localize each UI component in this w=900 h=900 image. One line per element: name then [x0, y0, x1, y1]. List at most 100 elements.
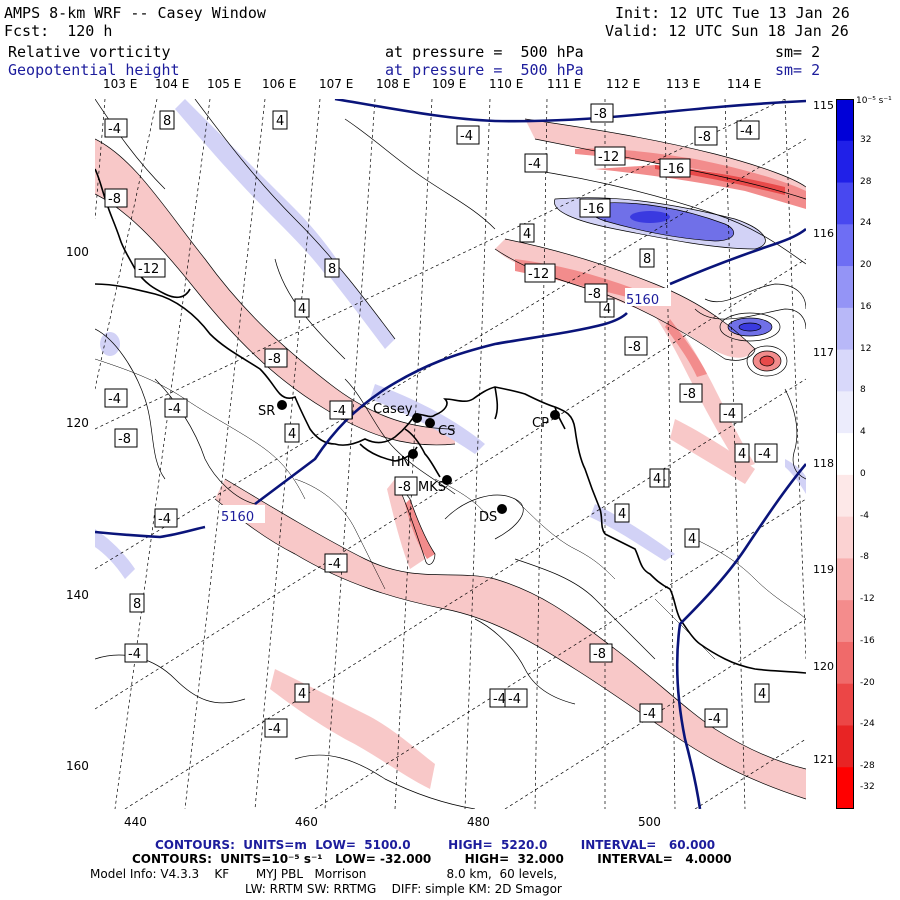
vorticity-label: -12 — [598, 150, 619, 165]
station-casey-label: Casey — [373, 402, 413, 417]
colorbar-unit: 10⁻⁵ s⁻¹ — [856, 96, 892, 106]
vorticity-contour-info: CONTOURS: UNITS=10⁻⁵ s⁻¹ LOW= -32.000 HI… — [132, 852, 732, 866]
colorbar-swatch — [836, 683, 854, 726]
vorticity-label: -4 — [128, 647, 141, 662]
colorbar-tick-label: 16 — [860, 301, 872, 312]
station-cp-label: CP — [532, 416, 549, 431]
vorticity-label: -8 — [593, 647, 606, 662]
vorticity-label-box — [639, 248, 655, 268]
vorticity-label-box — [294, 298, 310, 318]
y-axis-label: 120 — [66, 416, 89, 430]
vorticity-label-box — [704, 708, 728, 728]
vorticity-label: 8 — [643, 252, 651, 267]
vorticity-label: -4 — [528, 157, 541, 172]
station-cs-label: CS — [438, 424, 455, 439]
colorbar-tick-label: 8 — [860, 385, 866, 396]
colorbar-swatch — [836, 600, 854, 643]
vorticity-label-box — [524, 263, 556, 283]
vorticity-label-box — [134, 258, 166, 278]
vorticity-label-box — [639, 703, 663, 723]
vorticity-label-box — [754, 683, 770, 703]
geopotential-height-contours — [95, 99, 806, 809]
colorbar-tick-label: -24 — [860, 719, 875, 730]
colorbar-tick-label: -16 — [860, 635, 875, 646]
vorticity-label-box — [659, 158, 691, 178]
colorbar-tick-label: -28 — [860, 761, 875, 772]
vorticity-label: -8 — [398, 480, 411, 495]
vorticity-label: 4 — [738, 447, 746, 462]
stations — [277, 400, 560, 514]
vorticity-label: -4 — [493, 692, 506, 707]
station-mks-marker — [442, 475, 452, 485]
vorticity-label-box — [114, 428, 138, 448]
vorticity-label-box — [519, 223, 535, 243]
colorbar-tick-label: -4 — [860, 510, 869, 521]
vorticity-label-box — [264, 348, 288, 368]
vorticity-label: -8 — [268, 352, 281, 367]
lat-lon-grid — [95, 99, 806, 809]
colorbar-swatch — [836, 516, 854, 559]
lon-label: 109 E — [432, 77, 467, 91]
colorbar-swatch — [836, 391, 854, 434]
colorbar-tick-label: 28 — [860, 176, 872, 187]
colorbar-swatch — [836, 433, 854, 476]
vorticity-label: 4 — [276, 114, 284, 129]
vorticity-label-box — [734, 443, 750, 463]
colorbar-swatch — [836, 474, 854, 518]
station-sr-label: SR — [258, 404, 275, 419]
init-time: Init: 12 UTC Tue 13 Jan 26 — [615, 4, 850, 22]
vorticity-label: -8 — [108, 192, 121, 207]
vorticity-label: -8 — [698, 130, 711, 145]
station-cp-marker — [550, 410, 560, 420]
vorticity-label: 4 — [758, 687, 766, 702]
vorticity-label: -4 — [740, 124, 753, 139]
vorticity-label: -8 — [594, 107, 607, 122]
x-axis-label: 460 — [295, 815, 318, 829]
vorticity-label: -4 — [708, 712, 721, 727]
vorticity-label: -4 — [758, 447, 771, 462]
vorticity-label: -4 — [333, 404, 346, 419]
positive-vorticity-shading-core — [630, 211, 761, 331]
colorbar-swatch — [836, 224, 854, 267]
colorbar-swatch — [836, 182, 854, 225]
field2-name: Geopotential height — [8, 61, 180, 79]
vorticity-label: 8 — [133, 597, 141, 612]
vorticity-label-box — [284, 423, 300, 443]
vorticity-label: -12 — [138, 262, 159, 277]
y-axis-label: 100 — [66, 245, 89, 259]
field1-name: Relative vorticity — [8, 43, 171, 61]
vorticity-label: -4 — [168, 402, 181, 417]
vorticity-label: 4 — [618, 507, 626, 522]
vorticity-label: -8 — [683, 387, 696, 402]
vorticity-label-box — [694, 126, 718, 146]
station-ds-marker — [497, 504, 507, 514]
vorticity-label-box — [264, 718, 288, 738]
station-cs-marker — [425, 418, 435, 428]
vorticity-label-box — [524, 153, 548, 173]
height-label: 5160 — [221, 510, 254, 525]
forecast-hour: Fcst: 120 h — [4, 22, 113, 40]
vorticity-label: -4 — [460, 129, 473, 144]
lon-label: 113 E — [666, 77, 701, 91]
vorticity-label-box — [719, 403, 743, 423]
vorticity-label-box — [164, 398, 188, 418]
vorticity-labels: -4 8 4 -4 -8 -12 -16 -8 -4 -8 -12 4 -4 4 8 -16 4 -12 -8 8 -8… — [104, 103, 778, 738]
colorbar-tick-label: 32 — [860, 134, 872, 145]
vorticity-label: -16 — [663, 162, 684, 177]
vorticity-label-box — [679, 383, 703, 403]
colorbar-border — [836, 99, 854, 809]
colorbar-swatch — [836, 767, 854, 809]
vorticity-label-box — [649, 468, 665, 488]
vorticity-label-box — [736, 120, 760, 140]
model-info: Model Info: V4.3.3 KF MYJ PBL Morrison 8… — [90, 867, 558, 881]
vorticity-label-box — [504, 688, 528, 708]
terrain-contours — [95, 358, 806, 660]
colorbar-swatch — [836, 140, 854, 184]
field1-smooth: sm= 2 — [775, 43, 821, 61]
vorticity-label: -4 — [108, 122, 121, 137]
valid-time: Valid: 12 UTC Sun 18 Jan 26 — [605, 22, 849, 40]
colorbar-swatch — [836, 558, 854, 601]
colorbar-swatch — [836, 725, 854, 768]
vorticity-label: 4 — [298, 302, 306, 317]
station-sr-marker — [277, 400, 287, 410]
